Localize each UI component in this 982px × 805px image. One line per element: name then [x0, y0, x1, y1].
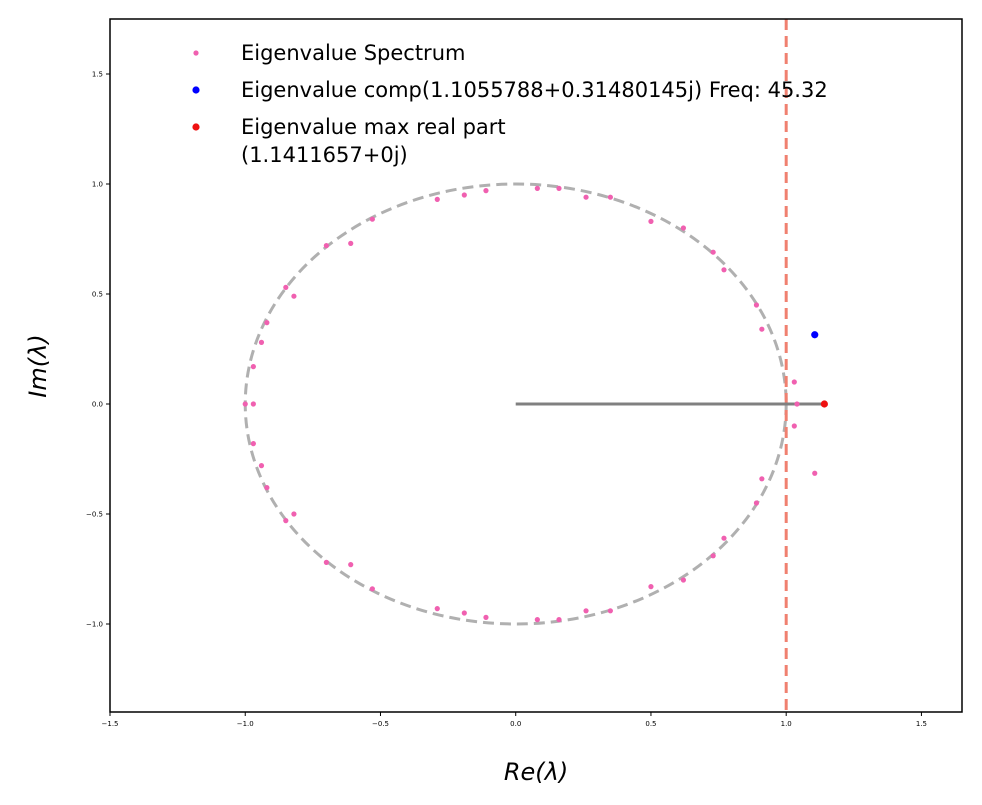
spectrum-point	[250, 401, 256, 407]
spectrum-point	[283, 518, 289, 524]
spectrum-point	[759, 476, 765, 482]
spectrum-point	[791, 423, 797, 429]
spectrum-point	[710, 553, 716, 559]
complex-eigenvalue-point	[811, 331, 819, 339]
spectrum-point	[461, 192, 467, 198]
legend: Eigenvalue Spectrum Eigenvalue comp(1.105…	[192, 41, 828, 167]
plot-area	[242, 19, 828, 712]
spectrum-point	[434, 606, 440, 612]
spectrum-point	[648, 218, 654, 224]
spectrum-point	[348, 562, 354, 568]
x-axis-label: Re(λ)	[504, 758, 568, 786]
spectrum-point	[534, 617, 540, 623]
x-tick-label: −1.5	[102, 720, 119, 728]
legend-entry-text: (1.1411657+0j)	[241, 143, 408, 167]
spectrum-point	[753, 500, 760, 506]
spectrum-point	[264, 320, 270, 326]
spectrum-point	[242, 401, 248, 407]
spectrum-point	[791, 379, 797, 385]
spectrum-point	[369, 586, 375, 592]
y-tick-label: −1.0	[86, 621, 103, 629]
x-tick-label: 1.0	[781, 720, 792, 728]
legend-entry-text: Eigenvalue max real part	[241, 115, 506, 139]
spectrum-point	[461, 610, 467, 616]
spectrum-point	[258, 463, 265, 469]
spectrum-point	[721, 267, 727, 273]
spectrum-point	[648, 584, 654, 590]
spectrum-point	[250, 441, 256, 447]
x-tick-label: −0.5	[372, 720, 389, 728]
spectrum-point	[348, 240, 354, 246]
y-tick-label: −0.5	[86, 511, 103, 519]
y-tick-label: 0.0	[92, 401, 103, 409]
y-tick-label: 1.0	[92, 181, 103, 189]
y-axis-label: Im(λ)	[24, 334, 52, 397]
spectrum-point	[607, 608, 613, 614]
spectrum-point	[250, 364, 256, 370]
axis-ticks: −1.5 −1.0 −0.5 0.0 0.5 1.0 1.5 −1.0 −0.5 0.0 0.5 1.…	[86, 71, 927, 729]
plot-frame	[109, 18, 963, 713]
spectrum-point	[710, 249, 716, 255]
legend-marker	[192, 123, 200, 131]
spectrum-point	[759, 326, 765, 332]
x-tick-label: 1.5	[916, 720, 927, 728]
y-tick-label: 1.5	[92, 71, 103, 79]
legend-marker	[192, 86, 200, 94]
spectrum-point	[264, 485, 270, 491]
x-tick-label: −1.0	[237, 720, 254, 728]
spectrum-point	[534, 185, 540, 191]
y-tick-label: 0.5	[92, 291, 103, 299]
spectrum-point	[369, 216, 375, 222]
spectrum-point	[323, 559, 329, 566]
x-tick-label: 0.0	[510, 720, 521, 728]
spectrum-point	[607, 194, 613, 200]
spectrum-point	[283, 284, 289, 290]
spectrum-point	[483, 614, 489, 621]
spectrum-point	[291, 511, 297, 517]
spectrum-point	[434, 196, 440, 202]
spectrum-point	[680, 577, 687, 583]
legend-marker	[193, 50, 199, 56]
x-tick-label: 0.5	[645, 720, 656, 728]
spectrum-point	[258, 339, 265, 345]
spectrum-point	[812, 470, 818, 476]
legend-entry-text: Eigenvalue comp(1.1055788+0.31480145j) F…	[241, 78, 828, 102]
spectrum-point	[583, 608, 589, 614]
spectrum-point	[556, 617, 562, 623]
spectrum-point	[753, 302, 760, 308]
spectrum-point	[556, 185, 562, 191]
max-real-eigenvalue-point	[820, 400, 828, 408]
spectrum-point	[721, 535, 727, 541]
spectrum-point	[794, 401, 800, 407]
spectrum-point	[583, 194, 589, 200]
spectrum-point	[483, 188, 489, 194]
spectrum-point	[291, 293, 297, 299]
spectrum-point	[323, 243, 329, 249]
legend-entry-text: Eigenvalue Spectrum	[241, 41, 465, 65]
spectrum-point	[680, 225, 687, 231]
